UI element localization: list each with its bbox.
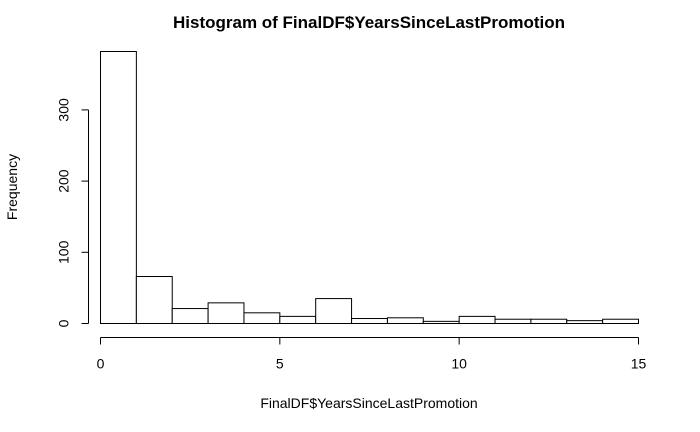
- histogram-bar-11-12: [494, 318, 532, 325]
- histogram-bar-14-15: [602, 318, 640, 325]
- chart-title: Histogram of FinalDF$YearsSinceLastPromo…: [173, 13, 565, 32]
- x-tick-label-5: 5: [276, 356, 284, 372]
- histogram-bar-8-9: [386, 317, 424, 324]
- y-tick-label-100: 100: [56, 240, 72, 264]
- histogram-bar-12-13: [530, 318, 568, 325]
- histogram-bar-4-5: [243, 312, 281, 324]
- y-axis: 0 100 200 300: [56, 98, 89, 327]
- bars-group: [100, 51, 640, 325]
- x-tick-label-15: 15: [631, 356, 647, 372]
- histogram-bar-9-10: [422, 320, 460, 324]
- x-tick-label-0: 0: [97, 356, 105, 372]
- x-tick-label-10: 10: [451, 356, 467, 372]
- y-tick-label-300: 300: [56, 98, 72, 122]
- y-tick-label-200: 200: [56, 169, 72, 193]
- histogram-bar-2-3: [171, 308, 209, 324]
- x-axis: 0 5 10 15: [97, 337, 647, 372]
- histogram-bar-0-1: [100, 51, 137, 324]
- histogram-bar-5-6: [279, 315, 317, 324]
- histogram-bar-7-8: [351, 318, 388, 325]
- histogram-bar-10-11: [458, 315, 496, 324]
- y-tick-label-0: 0: [56, 319, 72, 327]
- histogram-bar-6-7: [315, 298, 353, 324]
- histogram-bar-1-2: [135, 276, 173, 325]
- x-axis-label: FinalDF$YearsSinceLastPromotion: [260, 395, 477, 411]
- histogram-bar-13-14: [566, 320, 604, 324]
- histogram-bar-3-4: [207, 302, 245, 325]
- y-axis-label: Frequency: [4, 154, 20, 220]
